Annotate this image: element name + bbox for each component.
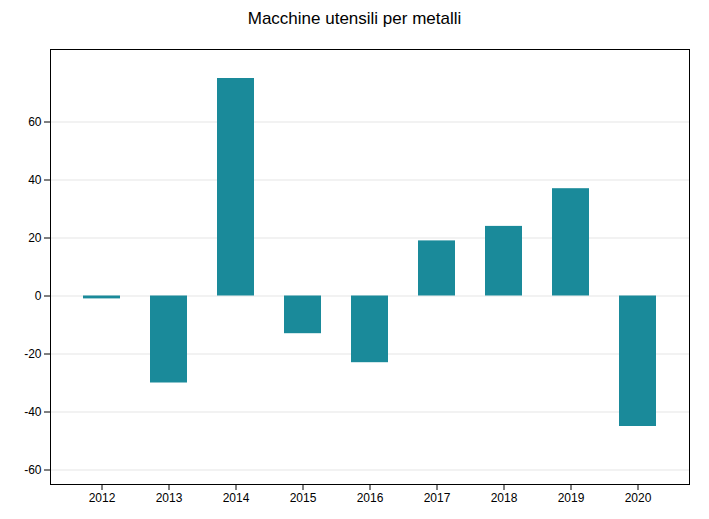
svg-text:2015: 2015 <box>290 491 317 505</box>
svg-text:60: 60 <box>28 115 42 129</box>
svg-text:0: 0 <box>35 289 42 303</box>
svg-text:2016: 2016 <box>357 491 384 505</box>
svg-text:40: 40 <box>28 173 42 187</box>
svg-text:-40: -40 <box>24 405 42 419</box>
svg-text:2017: 2017 <box>424 491 451 505</box>
svg-text:2014: 2014 <box>223 491 250 505</box>
svg-text:2013: 2013 <box>156 491 183 505</box>
html-text:Macchine utensili per metalli: Macchine utensili per metalli <box>247 9 462 28</box>
svg-text:-60: -60 <box>24 463 42 477</box>
svg-text:2020: 2020 <box>625 491 652 505</box>
svg-text:2012: 2012 <box>89 491 116 505</box>
svg-text:2019: 2019 <box>558 491 585 505</box>
svg-text:20: 20 <box>28 231 42 245</box>
svg-text:2018: 2018 <box>491 491 518 505</box>
svg-text:-20: -20 <box>24 347 42 361</box>
